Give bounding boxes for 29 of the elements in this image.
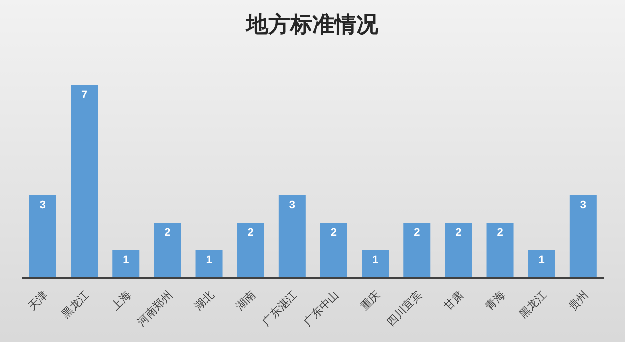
data-label: 2 [497,226,504,239]
data-label: 2 [414,226,420,239]
data-label: 2 [164,226,171,239]
x-tick-label: 上海 [108,288,134,314]
data-label: 2 [456,226,462,239]
chart-title: 地方标准情况 [244,12,380,40]
data-label: 2 [330,226,338,239]
x-tick-label: 甘肃 [442,288,466,314]
x-tick-label: 湖北 [192,288,217,314]
x-tick-label: 河南郑州 [134,288,176,329]
x-tick-label: 重庆 [358,288,384,314]
x-tick-label: 广东中山 [301,288,342,329]
x-tick-label: 湖南 [234,288,258,314]
data-label: 3 [40,199,46,212]
data-label: 1 [538,254,545,266]
x-tick-label: 广东湛江 [260,288,300,329]
data-label: 1 [206,254,212,266]
x-tick-label: 黑龙江 [516,288,550,322]
x-tick-label: 四川宜宾 [384,288,425,329]
x-tick-label: 青海 [483,288,508,314]
data-label: 3 [289,199,296,212]
data-label: 7 [81,89,88,102]
data-label: 1 [372,254,379,266]
x-tick-label: 天津 [26,288,51,314]
data-label: 1 [123,254,130,266]
x-tick-label: 贵州 [566,288,591,314]
x-tick-label: 黑龙江 [60,288,92,322]
data-label: 3 [580,199,586,212]
data-label: 2 [248,226,254,239]
